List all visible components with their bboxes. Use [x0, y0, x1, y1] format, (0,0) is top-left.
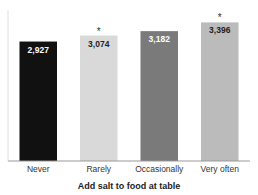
data-label: 3,396: [209, 25, 231, 35]
bars: [19, 22, 238, 161]
x-tick-label: Very often: [201, 164, 240, 174]
bar: [19, 42, 57, 161]
annotation: *: [97, 26, 101, 37]
data-label: 2,927: [28, 45, 50, 55]
x-tick-label: Never: [27, 164, 50, 174]
chart: 2,927 3,074 3,182 3,396 Never Rarely Occasiona…: [0, 0, 258, 195]
x-tick-label: Occasionally: [135, 164, 184, 174]
data-label: 3,074: [88, 39, 110, 49]
x-axis-line: [8, 161, 250, 162]
bar: [140, 31, 178, 161]
bar: [201, 22, 239, 161]
x-axis-label: Add salt to food at table: [78, 181, 181, 191]
annotation: *: [218, 12, 222, 23]
bar: [80, 36, 118, 161]
x-tick-label: Rarely: [86, 164, 111, 174]
data-label: 3,182: [149, 34, 171, 44]
chart-container: 2,927 3,074 3,182 3,396 Never Rarely Occasiona…: [0, 0, 258, 195]
y-range-line: [8, 10, 9, 161]
